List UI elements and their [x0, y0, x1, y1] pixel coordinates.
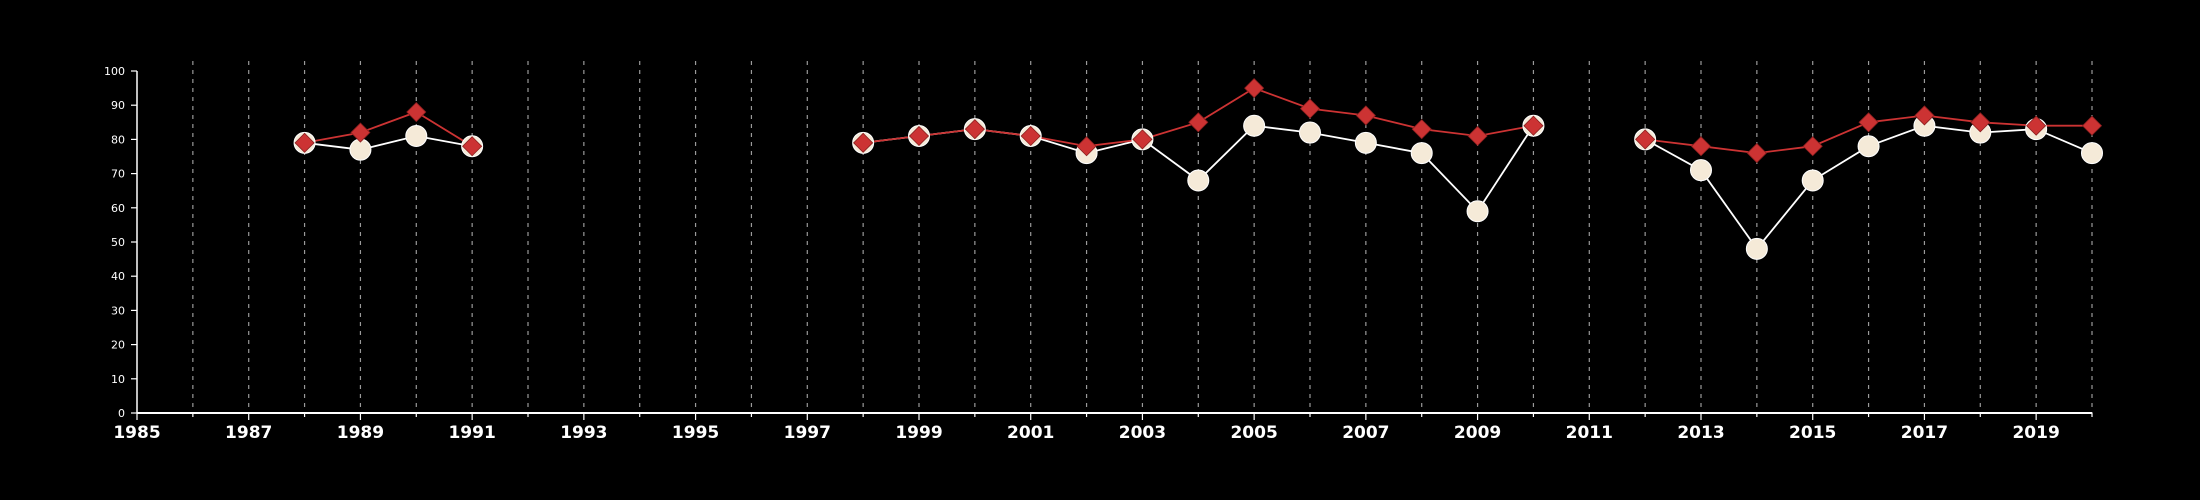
- point-2-2014: [1746, 143, 1767, 164]
- point-1-1990: [405, 124, 428, 147]
- x-tick-label-1987: 1987: [225, 423, 272, 443]
- point-1-2009: [1466, 200, 1489, 223]
- point-2-2008: [1411, 119, 1432, 140]
- x-tick-label-2001: 2001: [1007, 423, 1054, 443]
- x-tick-label-2015: 2015: [1789, 423, 1836, 443]
- y-tick-label-70: 70: [111, 168, 125, 181]
- series-1-line-segment-1: [304, 135, 473, 151]
- point-2-2002: [1076, 136, 1097, 157]
- point-2-1991: [462, 136, 483, 157]
- point-2-2017: [1914, 105, 1935, 126]
- y-tick-label-90: 90: [111, 99, 125, 112]
- x-tick-label-1991: 1991: [448, 423, 495, 443]
- x-tick-label-2009: 2009: [1454, 423, 1501, 443]
- point-2-2010: [1523, 115, 1544, 136]
- y-tick-label-20: 20: [111, 339, 125, 352]
- point-2-1999: [908, 125, 930, 147]
- x-tick-label-1989: 1989: [337, 423, 384, 443]
- point-1-2006: [1299, 121, 1321, 144]
- point-1-2005: [1243, 114, 1266, 137]
- point-2-2000: [964, 119, 985, 140]
- point-1-2014: [1745, 237, 1768, 260]
- x-tick-label-1995: 1995: [672, 423, 719, 443]
- y-tick-label-40: 40: [111, 270, 125, 283]
- series-2-markers: [294, 78, 2103, 164]
- point-2-2009: [1467, 125, 1488, 147]
- point-2-1990: [406, 101, 427, 123]
- y-axis-ticks: 0 10 20 30 40 50 60 70 80 90 100: [104, 65, 137, 420]
- x-tick-label-2011: 2011: [1566, 423, 1613, 443]
- axes: [136, 71, 2092, 414]
- y-tick-label-80: 80: [111, 133, 125, 146]
- point-2-2012: [1635, 129, 1656, 150]
- y-tick-label-10: 10: [111, 373, 125, 386]
- y-tick-label-60: 60: [111, 202, 125, 215]
- point-2-1989: [350, 122, 371, 143]
- point-2-2020: [2081, 115, 2103, 136]
- point-1-2020: [2081, 142, 2103, 165]
- point-2-2007: [1355, 105, 1376, 126]
- point-2-1988: [294, 132, 315, 153]
- y-tick-label-50: 50: [111, 236, 125, 249]
- point-2-2005: [1244, 78, 1265, 99]
- y-tick-label-0: 0: [118, 407, 125, 420]
- x-tick-label-2019: 2019: [2012, 423, 2059, 443]
- x-tick-label-2003: 2003: [1119, 423, 1166, 443]
- point-1-2004: [1187, 169, 1210, 192]
- point-2-2006: [1299, 98, 1321, 119]
- point-2-2018: [1970, 112, 1991, 133]
- point-2-2015: [1802, 136, 1823, 157]
- point-1-2015: [1801, 169, 1824, 192]
- x-tick-label-2013: 2013: [1677, 423, 1724, 443]
- y-tick-label-30: 30: [111, 304, 125, 317]
- point-2-2016: [1858, 112, 1879, 133]
- x-tick-label-1993: 1993: [560, 423, 607, 443]
- vertical-gridlines: [192, 61, 2093, 413]
- x-tick-label-1985: 1985: [113, 423, 160, 443]
- point-1-2008: [1410, 142, 1433, 165]
- point-2-2001: [1020, 125, 1041, 147]
- x-axis-ticks: 1985 1987 1989 1991 1993 1995 1997 1999 2001 2003…: [113, 413, 2093, 443]
- x-tick-label-2007: 2007: [1342, 423, 1389, 443]
- point-1-2007: [1354, 131, 1377, 154]
- x-tick-label-2017: 2017: [1901, 423, 1948, 443]
- x-tick-label-1999: 1999: [895, 423, 942, 443]
- point-1-2013: [1690, 159, 1712, 182]
- point-1-2016: [1857, 135, 1880, 158]
- series-2-line-segment-1: [304, 111, 473, 147]
- y-tick-label-100: 100: [104, 65, 125, 78]
- point-2-2019: [2026, 115, 2047, 136]
- point-2-1998: [853, 132, 874, 153]
- point-2-2003: [1132, 129, 1153, 150]
- x-tick-label-1997: 1997: [784, 423, 831, 443]
- x-tick-label-2005: 2005: [1230, 423, 1277, 443]
- data-series: [293, 78, 2103, 260]
- point-2-2004: [1188, 112, 1209, 133]
- point-2-2013: [1690, 136, 1712, 157]
